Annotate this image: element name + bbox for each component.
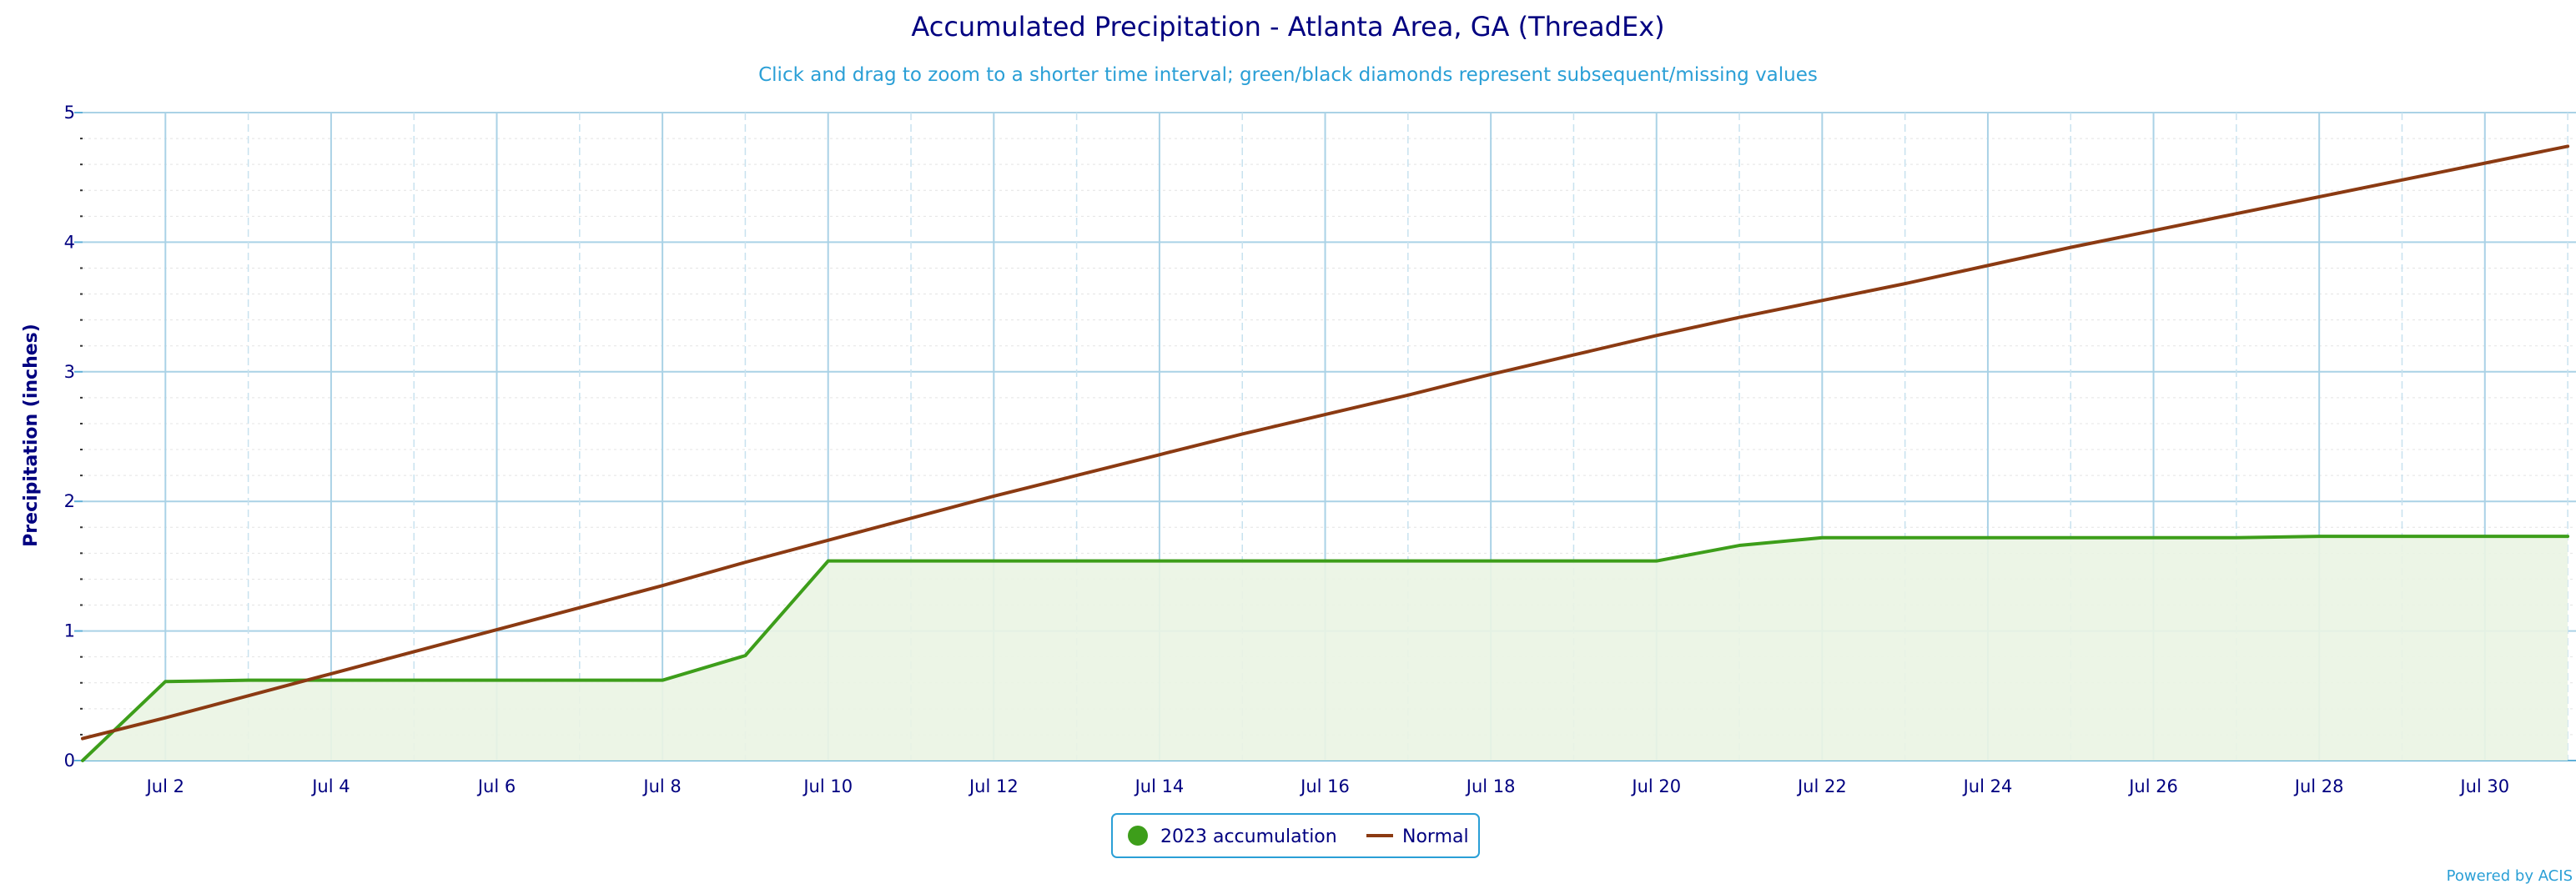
x-tick-label: Jul 26 [2127,776,2178,796]
x-tick-label: Jul 14 [1134,776,1185,796]
minor-y-ticks [74,112,83,761]
legend-circle-icon [1128,826,1148,846]
legend-label: Normal [1402,826,1469,847]
y-tick-label: 1 [64,621,75,641]
x-tick-label: Jul 12 [968,776,1019,796]
x-tick-label: Jul 16 [1299,776,1350,796]
y-tick-label: 3 [64,362,75,382]
x-tick-label: Jul 4 [310,776,350,796]
x-tick-label: Jul 22 [1796,776,1847,796]
chart-subtitle: Click and drag to zoom to a shorter time… [758,64,1818,86]
x-tick-label: Jul 28 [2293,776,2344,796]
legend[interactable]: 2023 accumulation Normal [1111,813,1480,858]
y-axis-title: Precipitation (inches) [21,324,42,547]
legend-label: 2023 accumulation [1160,826,1337,847]
y-tick-label: 2 [64,491,75,511]
x-tick-label: Jul 10 [802,776,853,796]
legend-item-2023-accumulation[interactable]: 2023 accumulation [1128,826,1337,847]
x-tick-label: Jul 6 [476,776,516,796]
x-axis-labels: Jul 2 Jul 4 Jul 6 Jul 8 Jul 10 Jul 12 Jul 14 Ju… [145,776,2510,796]
y-tick-label: 0 [64,751,75,771]
series-line-normal[interactable] [81,144,2570,741]
x-tick-label: Jul 30 [2458,776,2509,796]
plot-area[interactable] [81,144,2570,762]
series-area-2023-accumulation [83,536,2568,761]
chart-title: Accumulated Precipitation - Atlanta Area… [911,11,1664,43]
series-line-2023-accumulation[interactable] [81,535,2570,762]
y-axis-labels: 0 1 2 3 4 5 [64,103,75,771]
x-tick-label: Jul 18 [1465,776,1516,796]
x-tick-label: Jul 20 [1630,776,1681,796]
y-tick-label: 5 [64,103,75,123]
x-tick-label: Jul 2 [145,776,184,796]
x-tick-label: Jul 24 [1962,776,2013,796]
credit-link[interactable]: Powered by ACIS [2447,867,2573,885]
y-tick-label: 4 [64,232,75,252]
x-tick-label: Jul 8 [641,776,681,796]
legend-item-normal[interactable]: Normal [1366,826,1469,847]
legend-box [1111,813,1480,858]
